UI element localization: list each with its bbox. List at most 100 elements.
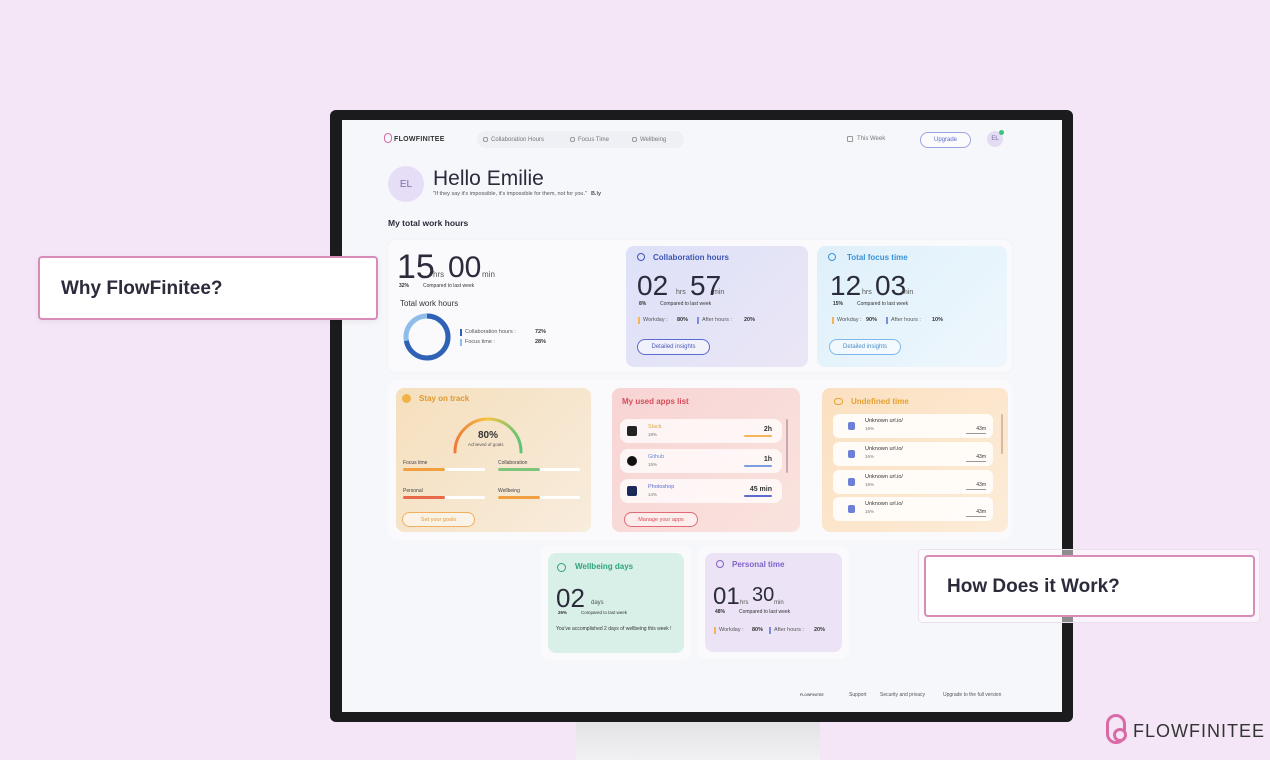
url-share: 16% xyxy=(865,426,875,431)
upgrade-button[interactable]: Upgrade xyxy=(920,132,971,148)
wellbeing-note: You've accomplished 2 days of wellbeing … xyxy=(556,626,672,632)
calendar-icon xyxy=(847,136,853,142)
goal-fill xyxy=(498,496,540,499)
minutes-value: 03 xyxy=(875,270,907,301)
how-callout xyxy=(924,555,1255,617)
app-time: 1h xyxy=(763,456,772,463)
tab-icon xyxy=(632,137,637,142)
change: 32% xyxy=(399,283,410,289)
comparison: Compared to last week xyxy=(857,301,909,307)
goal-score-label: Achieved of goals xyxy=(468,442,504,447)
legend-swatch xyxy=(460,339,462,346)
workday-bar xyxy=(714,627,716,634)
app-time: 45 min xyxy=(749,486,772,493)
hours-unit: hrs xyxy=(862,289,872,297)
nav-tab[interactable]: Wellbeing xyxy=(640,137,667,143)
card-title: Collaboration hours xyxy=(653,253,729,262)
url-share: 16% xyxy=(865,454,875,459)
how-callout-text[interactable]: How Does it Work? xyxy=(947,576,1120,597)
set-goals-button[interactable]: Set your goals xyxy=(402,512,475,527)
url-share: 16% xyxy=(865,509,875,514)
nav-avatar[interactable]: EL xyxy=(987,131,1003,147)
brand-icon-dot xyxy=(1113,728,1127,742)
after-bar xyxy=(697,317,699,324)
insights-button[interactable]: Detailed insights xyxy=(829,339,901,355)
tab-icon xyxy=(570,137,575,142)
url-row xyxy=(833,414,993,438)
workday-label: Workday : xyxy=(837,317,862,323)
greeting-avatar: EL xyxy=(388,166,424,202)
workday-label: Workday : xyxy=(719,627,744,633)
manage-apps-button[interactable]: Manage your apps xyxy=(624,512,698,527)
url-bar xyxy=(966,461,986,462)
wellbeing-card xyxy=(548,553,684,653)
goal-label: Collaboration xyxy=(498,460,528,466)
url-bar xyxy=(966,516,986,517)
app-share: 15% xyxy=(648,462,658,467)
period-selector[interactable]: This Week xyxy=(857,136,886,142)
nav-logo: FLOWFINITEE xyxy=(394,136,445,143)
nav-tab[interactable]: Focus Time xyxy=(578,137,610,143)
why-callout-text[interactable]: Why FlowFinitee? xyxy=(61,278,223,299)
hours-value: 02 xyxy=(637,270,669,301)
goal-gauge xyxy=(453,417,523,454)
url-icon xyxy=(848,450,855,458)
card-title: My used apps list xyxy=(622,397,689,406)
card-icon xyxy=(402,394,411,403)
workday-value: 80% xyxy=(677,317,689,323)
card-title: Undefined time xyxy=(851,397,909,406)
url-time: 43m xyxy=(976,454,986,460)
card-icon xyxy=(834,398,843,405)
minutes-unit: min xyxy=(713,289,725,297)
scrollbar xyxy=(1001,414,1003,454)
card-icon xyxy=(716,560,724,568)
url-row xyxy=(833,470,993,494)
after-label: After hours : xyxy=(774,627,804,633)
greeting-title: Hello Emilie xyxy=(433,167,544,190)
app-icon xyxy=(627,486,637,496)
tab-icon xyxy=(483,137,488,142)
personal-card xyxy=(705,553,842,652)
monitor-stand xyxy=(576,722,820,760)
app-bar xyxy=(744,465,772,467)
url-name: Unknown url.io/ xyxy=(865,418,903,424)
app-row xyxy=(620,449,782,473)
legend-swatch xyxy=(460,329,462,336)
days-value: 02 xyxy=(556,583,585,613)
change: 8% xyxy=(639,301,647,307)
greeting-quote: "If they say it's impossible, it's impos… xyxy=(433,191,587,197)
goal-label: Personal xyxy=(403,488,423,494)
card-title: Stay on track xyxy=(419,394,470,403)
nav-tab[interactable]: Collaboration Hours xyxy=(491,137,545,143)
change: 15% xyxy=(833,301,844,307)
card-title: Total focus time xyxy=(847,253,908,262)
workday-label: Workday : xyxy=(643,317,668,323)
url-share: 16% xyxy=(865,482,875,487)
goal-fill xyxy=(498,468,540,471)
workday-bar xyxy=(638,317,640,324)
after-value: 20% xyxy=(744,317,756,323)
nav-tabs xyxy=(477,131,684,148)
footer-link[interactable]: Support xyxy=(849,692,867,698)
insights-button[interactable]: Detailed insights xyxy=(637,339,710,355)
change: 48% xyxy=(715,609,726,615)
app-name: Photoshop xyxy=(648,484,675,490)
url-icon xyxy=(848,422,855,430)
gauge-arc xyxy=(453,417,523,454)
footer-link[interactable]: Upgrade to the full version xyxy=(943,692,1002,698)
donut-segment xyxy=(403,313,451,361)
footer-link[interactable]: Security and privacy xyxy=(880,692,926,698)
app-name: Slack xyxy=(648,424,662,430)
url-row xyxy=(833,497,993,521)
url-name: Unknown url.io/ xyxy=(865,446,903,452)
after-label: After hours : xyxy=(702,317,732,323)
url-time: 43m xyxy=(976,509,986,515)
app-bar xyxy=(744,435,772,437)
minutes-unit: min xyxy=(482,270,495,279)
app-row xyxy=(620,479,782,503)
quote-row: "If they say it's impossible, it's impos… xyxy=(433,191,601,198)
comparison: Compared to last week xyxy=(423,283,475,289)
after-value: 20% xyxy=(814,627,826,633)
legend-label: Focus time : xyxy=(465,339,495,345)
